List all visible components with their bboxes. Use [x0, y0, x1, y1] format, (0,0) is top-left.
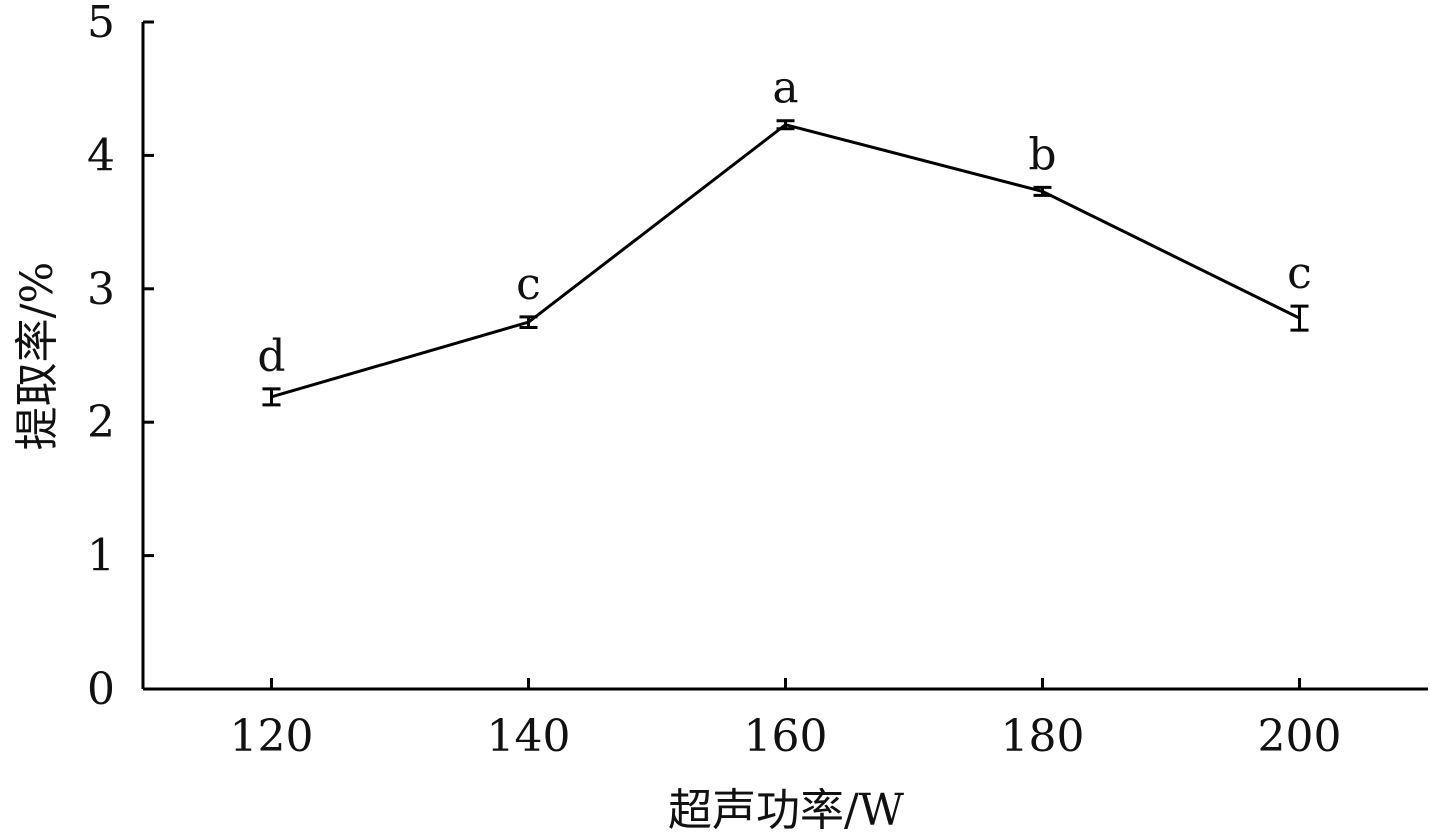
axes [141, 20, 1428, 691]
series-line-0 [271, 123, 1301, 399]
x-tick-label-1: 140 [487, 711, 571, 762]
x-tick-label-4: 200 [1258, 711, 1342, 762]
x-axis-title: 超声功率/W [668, 785, 905, 835]
y-axis-title: 提取率/% [12, 262, 63, 451]
chart-labels: 0 1 2 3 4 5 120 140 160 180 200 超声功率/W 提取率/% d c a b c [12, 0, 1341, 835]
y-tick-label-5: 5 [87, 0, 115, 48]
significance-label-0: d [257, 331, 285, 382]
y-tick-label-1: 1 [87, 531, 115, 582]
significance-label-3: b [1028, 129, 1056, 180]
data-point-4 [1298, 316, 1301, 320]
y-tick-label-3: 3 [87, 264, 115, 315]
data-point-2 [784, 123, 787, 127]
data-point-3 [1041, 189, 1044, 193]
significance-label-1: c [516, 259, 541, 310]
y-tick-label-4: 4 [87, 130, 115, 181]
x-tick-label-3: 180 [1001, 711, 1085, 762]
x-tick-label-0: 120 [230, 711, 314, 762]
data-point-0 [270, 395, 273, 399]
plot-marks [262, 119, 1309, 407]
significance-label-2: a [772, 63, 798, 114]
x-tick-label-2: 160 [744, 711, 828, 762]
y-tick-label-2: 2 [87, 397, 115, 448]
significance-label-4: c [1287, 248, 1312, 299]
y-tick-label-0: 0 [87, 664, 115, 715]
data-point-1 [527, 320, 530, 324]
